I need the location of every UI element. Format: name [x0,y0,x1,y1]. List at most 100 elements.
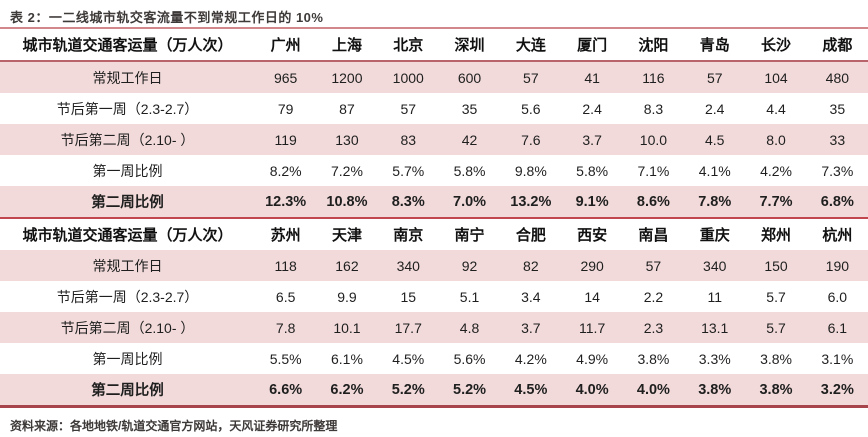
value-cell: 4.2% [745,155,807,186]
table-row: 常规工作日 965 1200 1000 600 57 41 116 57 104 480 [0,61,868,93]
value-cell: 13.2% [500,186,562,218]
value-cell: 5.6% [438,343,501,374]
value-cell: 1200 [316,61,378,93]
city-header: 成都 [806,29,868,62]
value-cell: 3.2% [806,374,868,405]
value-cell: 3.8% [622,343,685,374]
value-cell: 33 [806,124,868,155]
city-header: 南京 [377,217,439,250]
value-cell: 11 [684,281,746,312]
value-cell: 10.8% [316,186,378,218]
value-cell: 4.5% [500,374,562,405]
section-1-header-row: 城市轨道交通客运量（万人次） 广州 上海 北京 深圳 大连 厦门 沈阳 青岛 长沙 成都 [0,29,868,62]
value-cell: 35 [806,93,868,124]
value-cell: 119 [255,124,317,155]
value-cell: 7.1% [622,155,685,186]
value-cell: 8.2% [255,155,317,186]
source-note: 资料来源：各地地铁/轨道交通官方网站，天风证券研究所整理 [10,419,338,433]
value-cell: 8.0 [745,124,807,155]
value-cell: 7.8% [684,186,746,218]
value-cell: 5.7 [745,312,807,343]
transit-volume-table: 城市轨道交通客运量（万人次） 广州 上海 北京 深圳 大连 厦门 沈阳 青岛 长沙 成都 常规工作日 9… [0,29,868,405]
row-label: 第一周比例 [0,343,255,374]
value-cell: 57 [500,61,562,93]
value-cell: 15 [377,281,439,312]
row-label: 第一周比例 [0,155,255,186]
value-cell: 83 [377,124,439,155]
value-cell: 8.3% [377,186,439,218]
value-cell: 6.5 [255,281,317,312]
value-cell: 9.9 [316,281,378,312]
value-cell: 5.2% [377,374,439,405]
value-cell: 4.0% [622,374,685,405]
table-row: 第二周比例 12.3% 10.8% 8.3% 7.0% 13.2% 9.1% 8.6% 7.8%… [0,186,868,218]
value-cell: 1000 [377,61,439,93]
value-cell: 5.7% [377,155,439,186]
value-cell: 130 [316,124,378,155]
city-header: 西安 [561,217,623,250]
value-cell: 4.0% [561,374,623,405]
row-label: 节后第一周（2.3-2.7） [0,93,255,124]
row-label: 常规工作日 [0,61,255,93]
city-header: 厦门 [561,29,623,62]
city-header: 北京 [377,29,439,62]
value-cell: 7.0% [438,186,501,218]
value-cell: 600 [438,61,501,93]
row-label: 节后第一周（2.3-2.7） [0,281,255,312]
value-cell: 340 [377,250,439,281]
value-cell: 2.4 [684,93,746,124]
value-cell: 340 [684,250,746,281]
table-row: 第二周比例 6.6% 6.2% 5.2% 5.2% 4.5% 4.0% 4.0% 3.8% 3.8… [0,374,868,405]
value-cell: 14 [561,281,623,312]
value-cell: 3.8% [745,343,807,374]
value-cell: 118 [255,250,317,281]
row-label: 第二周比例 [0,374,255,405]
city-header: 青岛 [684,29,746,62]
value-cell: 7.6 [500,124,562,155]
value-cell: 116 [622,61,685,93]
value-cell: 290 [561,250,623,281]
city-header: 上海 [316,29,378,62]
value-cell: 92 [438,250,501,281]
table-row: 第一周比例 8.2% 7.2% 5.7% 5.8% 9.8% 5.8% 7.1% 4.1% 4.2… [0,155,868,186]
value-cell: 12.3% [255,186,317,218]
value-cell: 5.8% [561,155,623,186]
value-cell: 5.1 [438,281,501,312]
value-cell: 82 [500,250,562,281]
city-header: 南宁 [438,217,501,250]
city-header: 大连 [500,29,562,62]
value-cell: 4.4 [745,93,807,124]
city-header: 深圳 [438,29,501,62]
measure-header: 城市轨道交通客运量（万人次） [0,217,255,250]
value-cell: 3.7 [561,124,623,155]
table-title: 表 2：一二线城市轨交客流量不到常规工作日的 10% [10,10,324,25]
city-header: 杭州 [806,217,868,250]
city-header: 重庆 [684,217,746,250]
city-header: 合肥 [500,217,562,250]
value-cell: 4.5 [684,124,746,155]
value-cell: 7.7% [745,186,807,218]
value-cell: 8.3 [622,93,685,124]
value-cell: 17.7 [377,312,439,343]
table-row: 节后第二周（2.10- ） 7.8 10.1 17.7 4.8 3.7 11.7 2.3 13.… [0,312,868,343]
value-cell: 6.0 [806,281,868,312]
city-header: 沈阳 [622,29,685,62]
value-cell: 2.3 [622,312,685,343]
measure-header: 城市轨道交通客运量（万人次） [0,29,255,62]
city-header: 广州 [255,29,317,62]
value-cell: 41 [561,61,623,93]
value-cell: 6.8% [806,186,868,218]
city-header: 苏州 [255,217,317,250]
value-cell: 57 [377,93,439,124]
value-cell: 9.1% [561,186,623,218]
table-row: 常规工作日 118 162 340 92 82 290 57 340 150 190 [0,250,868,281]
title-rule [0,27,868,29]
value-cell: 3.3% [684,343,746,374]
value-cell: 79 [255,93,317,124]
value-cell: 6.6% [255,374,317,405]
value-cell: 10.0 [622,124,685,155]
value-cell: 3.7 [500,312,562,343]
value-cell: 87 [316,93,378,124]
value-cell: 3.8% [684,374,746,405]
